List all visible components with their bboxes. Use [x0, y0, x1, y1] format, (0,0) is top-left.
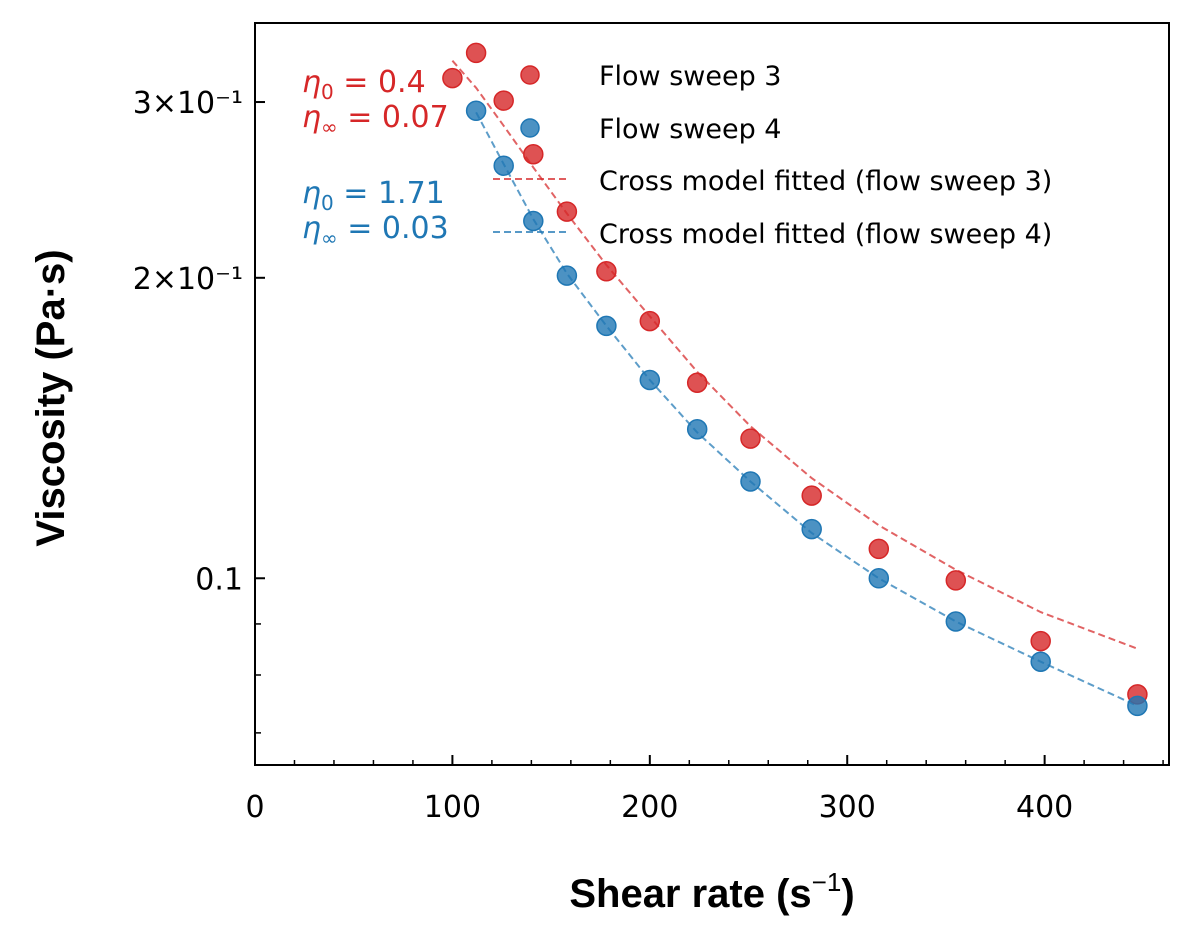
- annotation-subscript: ∞: [321, 115, 338, 139]
- annotation-subscript: 0: [321, 80, 334, 104]
- data-point-series-1: [801, 518, 822, 540]
- annotation-etainf-sweep4: η∞ = 0.03: [302, 211, 449, 250]
- annotation-symbol: η: [302, 65, 321, 100]
- y-tick-label: 0.1: [195, 562, 243, 597]
- annotation-value: = 1.71: [334, 176, 445, 211]
- data-point-series-1: [740, 471, 761, 492]
- data-point-series-1: [523, 210, 544, 232]
- legend-marker-flow-sweep-3: [520, 65, 540, 85]
- axis-ticks: 0 100 200 300 400 3×10⁻¹ 2×10⁻¹ 0.1: [133, 86, 1164, 825]
- data-point-series-1: [639, 369, 661, 391]
- x-tick-label: 200: [621, 790, 678, 825]
- annotation-eta0-sweep4: η0 = 1.71: [302, 176, 445, 215]
- legend-label-fit-sweep-4: Cross model fitted (flow sweep 4): [599, 219, 1052, 250]
- x-tick-label: 300: [819, 790, 876, 825]
- data-point-series-0: [868, 538, 890, 560]
- x-axis-title: Shear rate (s−1): [569, 867, 854, 916]
- legend: Flow sweep 3 Flow sweep 4 Cross model fi…: [493, 61, 1052, 250]
- data-point-series-0: [442, 67, 463, 89]
- x-tick-label: 100: [424, 790, 481, 825]
- annotation-subscript: 0: [321, 191, 334, 215]
- data-point-series-1: [556, 265, 578, 286]
- x-axis-title-main: Shear rate (s: [569, 872, 811, 916]
- data-point-series-0: [523, 143, 544, 165]
- data-point-series-0: [1030, 630, 1051, 652]
- annotation-subscript: ∞: [321, 226, 338, 250]
- legend-label-fit-sweep-3: Cross model fitted (flow sweep 3): [599, 166, 1052, 197]
- data-point-series-0: [801, 485, 822, 506]
- data-point-series-1: [493, 155, 514, 176]
- data-point-series-1: [868, 568, 890, 589]
- data-point-series-0: [686, 372, 708, 393]
- data-point-series-0: [740, 428, 761, 449]
- annotation-eta0-sweep3: η0 = 0.4: [302, 65, 426, 104]
- legend-label-flow-sweep-4: Flow sweep 4: [599, 114, 782, 145]
- data-point-series-0: [945, 570, 967, 591]
- annotation-symbol: η: [302, 211, 321, 246]
- plot-area: [442, 42, 1148, 717]
- data-point-series-0: [493, 90, 514, 111]
- data-point-series-0: [556, 201, 578, 222]
- data-point-series-0: [639, 310, 661, 332]
- x-tick-label: 400: [1016, 790, 1073, 825]
- data-point-series-1: [686, 419, 708, 440]
- data-point-series-1: [945, 611, 967, 632]
- x-tick-label: 0: [245, 790, 264, 825]
- annotation-value: = 0.4: [334, 65, 426, 100]
- data-point-series-0: [465, 42, 487, 64]
- y-tick-label: 2×10⁻¹: [133, 262, 243, 297]
- annotation-value: = 0.03: [338, 211, 449, 246]
- data-point-series-1: [1127, 695, 1148, 717]
- legend-label-flow-sweep-3: Flow sweep 3: [599, 61, 782, 92]
- annotation-etainf-sweep3: η∞ = 0.07: [302, 100, 449, 139]
- plot-frame: [254, 22, 1170, 766]
- x-axis-title-superscript: −1: [812, 867, 842, 897]
- x-axis-title-close: ): [841, 872, 854, 916]
- fit-line-series-3: [475, 111, 1138, 707]
- y-tick-label: 3×10⁻¹: [133, 86, 243, 121]
- data-point-series-1: [1030, 651, 1051, 672]
- annotation-symbol: η: [302, 176, 321, 211]
- annotation-symbol: η: [302, 100, 321, 135]
- annotation-value: = 0.07: [338, 100, 449, 135]
- data-point-series-1: [596, 315, 617, 337]
- legend-marker-flow-sweep-4: [520, 118, 540, 138]
- data-point-series-0: [596, 261, 617, 282]
- y-axis-title: Viscosity (Pa·s): [29, 249, 73, 546]
- data-point-series-1: [465, 100, 487, 122]
- fit-line-series-2: [451, 60, 1138, 650]
